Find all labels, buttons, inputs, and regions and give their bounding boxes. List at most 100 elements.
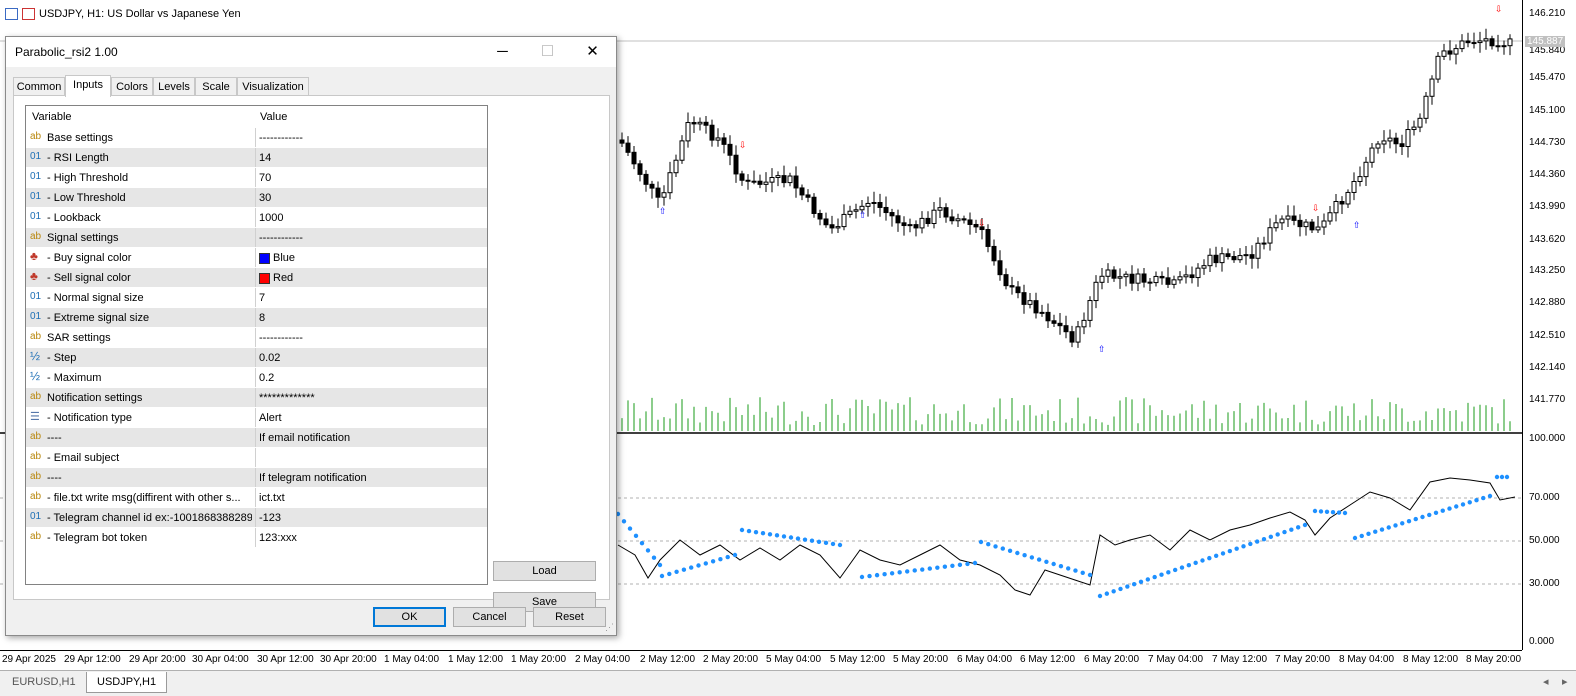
sar-dot	[1073, 568, 1078, 573]
minimize-icon[interactable]: ─	[497, 43, 508, 60]
input-row[interactable]: ab ---- If telegram notification	[26, 468, 487, 488]
value-cell[interactable]: ------------	[259, 332, 303, 344]
input-row[interactable]: ab - file.txt write msg(diffirent with ot…	[26, 488, 487, 508]
sar-dot	[718, 557, 723, 562]
value-text: Red	[273, 272, 294, 284]
sar-dot	[1433, 510, 1439, 515]
input-row[interactable]: 01 - High Threshold 70	[26, 168, 487, 188]
integer-type-icon: 01	[30, 311, 42, 322]
input-row[interactable]: ab - Email subject	[26, 448, 487, 468]
candle-body	[1159, 275, 1165, 279]
candle-body	[1291, 215, 1297, 221]
input-row[interactable]: ab ---- If email notification	[26, 428, 487, 448]
sar-dot	[1044, 559, 1049, 564]
column-header-variable[interactable]: Variable	[32, 111, 72, 123]
value-cell[interactable]: If email notification	[259, 432, 350, 444]
tab-visualization[interactable]: Visualization	[237, 77, 309, 97]
tab-levels[interactable]: Levels	[153, 77, 195, 97]
time-label: 8 May 12:00	[1403, 654, 1459, 665]
value-cell[interactable]: 1000	[259, 212, 283, 224]
input-row[interactable]: ½ - Step 0.02	[26, 348, 487, 368]
tab-scale[interactable]: Scale	[195, 77, 237, 97]
input-row[interactable]: ♣ - Sell signal color Red	[26, 268, 487, 288]
value-cell[interactable]: ------------	[259, 132, 303, 144]
candle-body	[769, 177, 775, 183]
candle-body	[1309, 221, 1315, 231]
candle-body	[865, 202, 871, 207]
sar-dot	[942, 564, 948, 569]
candle-body	[727, 143, 733, 156]
value-cell[interactable]: Blue	[259, 252, 295, 264]
reset-button[interactable]: Reset	[533, 607, 606, 627]
tab-inputs[interactable]: Inputs	[65, 75, 111, 97]
value-cell[interactable]: Red	[259, 272, 293, 284]
input-row[interactable]: 01 - Telegram channel id ex:-100186838828…	[26, 508, 487, 528]
sar-dot	[837, 542, 843, 548]
value-cell[interactable]: 0.02	[259, 352, 280, 364]
input-row[interactable]: 01 - Extreme signal size 8	[26, 308, 487, 328]
scroll-left-icon[interactable]: ◂	[1543, 676, 1549, 688]
input-row[interactable]: ♣ - Buy signal color Blue	[26, 248, 487, 268]
string-type-icon: ab	[30, 531, 42, 542]
chart-tab-eurusd[interactable]: EURUSD,H1	[12, 676, 76, 688]
tab-colors[interactable]: Colors	[111, 77, 153, 97]
ok-button[interactable]: OK	[373, 607, 446, 627]
buy-signal-arrow: ⇧	[1353, 221, 1361, 231]
tab-common[interactable]: Common	[13, 77, 65, 97]
value-cell[interactable]: 123:xxx	[259, 532, 297, 544]
time-label: 6 May 20:00	[1084, 654, 1140, 665]
input-row[interactable]: ½ - Maximum 0.2	[26, 368, 487, 388]
value-cell[interactable]: 7	[259, 292, 265, 304]
candle-body	[1375, 143, 1381, 149]
value-cell[interactable]: 8	[259, 312, 265, 324]
input-row[interactable]: ab Notification settings *************	[26, 388, 487, 408]
price-label: 145.840	[1529, 45, 1566, 56]
chart-menu-icon[interactable]	[5, 8, 18, 20]
price-scale[interactable]: 146.210 145.840 145.470 145.100 144.730 144.3…	[1522, 0, 1576, 650]
variable-cell: ab ----	[26, 428, 256, 447]
input-row[interactable]: ab Base settings ------------	[26, 128, 487, 148]
input-row[interactable]: 01 - Lookback 1000	[26, 208, 487, 228]
value-cell[interactable]: ------------	[259, 232, 303, 244]
scroll-right-icon[interactable]: ▸	[1562, 676, 1568, 688]
dialog-titlebar[interactable]: Parabolic_rsi2 1.00 ─ ☐ ✕	[6, 37, 616, 67]
chart-title: USDJPY, H1: US Dollar vs Japanese Yen	[39, 8, 241, 20]
variable-label: - Low Threshold	[47, 192, 126, 204]
inputs-grid[interactable]: Variable Value ab Base settings ----------…	[25, 105, 488, 585]
sar-dot	[1145, 577, 1151, 582]
value-cell[interactable]: 30	[259, 192, 271, 204]
sar-dot	[859, 574, 865, 580]
input-row[interactable]: 01 - RSI Length 14	[26, 148, 487, 168]
value-cell[interactable]: 0.2	[259, 372, 274, 384]
chart-tab-usdjpy[interactable]: USDJPY,H1	[86, 672, 168, 693]
input-row[interactable]: ab Signal settings ------------	[26, 228, 487, 248]
time-label: 2 May 20:00	[703, 654, 759, 665]
one-click-trading-icon[interactable]	[22, 8, 35, 20]
time-scale[interactable]: 29 Apr 2025 29 Apr 12:00 29 Apr 20:00 30 Ap…	[0, 650, 1522, 670]
input-row[interactable]: 01 - Low Threshold 30	[26, 188, 487, 208]
value-cell[interactable]: *************	[259, 392, 315, 404]
input-row[interactable]: 01 - Normal signal size 7	[26, 288, 487, 308]
value-cell[interactable]: -123	[259, 512, 281, 524]
candle-body	[691, 122, 697, 125]
candle-body	[1045, 311, 1051, 322]
time-label: 6 May 12:00	[1020, 654, 1076, 665]
value-cell[interactable]: Alert	[259, 412, 282, 424]
value-cell[interactable]: 14	[259, 152, 271, 164]
value-cell[interactable]: ict.txt	[259, 492, 285, 504]
close-icon[interactable]: ✕	[586, 43, 599, 60]
oscillator-level-label: 30.000	[1529, 578, 1560, 589]
value-cell[interactable]: If telegram notification	[259, 472, 367, 484]
load-button[interactable]: Load	[493, 561, 596, 581]
resize-grip-icon[interactable]: ⋰	[605, 622, 614, 632]
sar-dot	[905, 569, 910, 574]
sar-dot	[774, 533, 780, 538]
input-row[interactable]: ab SAR settings ------------	[26, 328, 487, 348]
candle-body	[1027, 300, 1033, 305]
column-header-value[interactable]: Value	[260, 111, 288, 123]
cancel-button[interactable]: Cancel	[453, 607, 526, 627]
value-cell[interactable]: 70	[259, 172, 271, 184]
candle-body	[619, 139, 625, 144]
input-row[interactable]: ☰ - Notification type Alert	[26, 408, 487, 428]
input-row[interactable]: ab - Telegram bot token 123:xxx	[26, 528, 487, 548]
